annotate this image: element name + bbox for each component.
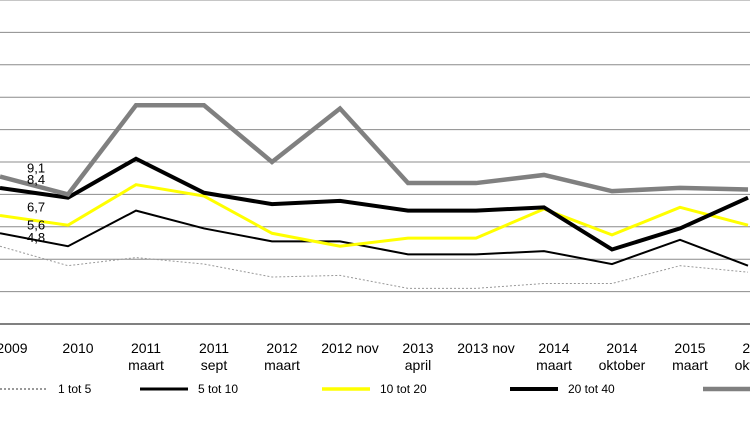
x-tick-label: oktober [735,357,750,373]
x-tick-label: 2013 [402,340,433,356]
data-label-3: 5,6 [27,217,45,232]
series-lines [0,103,749,289]
x-tick-label: oktober [599,357,646,373]
x-tick-label: 2015 [674,340,705,356]
x-tick-label: maart [536,357,572,373]
x-tick-label: april [405,357,431,373]
data-label-0: 9,1 [27,161,45,176]
x-tick-label: 2011 [199,340,229,356]
legend: 1 tot 5 5 tot 10 10 tot 20 20 tot 40 [0,382,750,396]
x-tick-label: maart [128,357,164,373]
legend-label-2: 10 tot 20 [380,382,427,396]
x-tick-label: 2014 [538,340,569,356]
series-line-3 [0,156,749,252]
legend-label-3: 20 tot 40 [568,382,615,396]
data-labels: 9,18,4 6,7 5,64,8 [27,161,45,246]
series-line-1 [0,209,749,267]
x-tick-label: 2011 [131,340,161,356]
x-tick-label: 2012 nov [321,340,379,356]
series-line-2 [0,183,749,248]
series-line-0 [0,245,749,289]
legend-label-1: 5 tot 10 [198,382,238,396]
x-tick-label: maart [264,357,300,373]
legend-label-0: 1 tot 5 [58,382,92,396]
data-label-2: 6,7 [27,199,45,214]
series-line-4 [0,103,749,197]
x-tick-label: 2015 [742,340,750,356]
data-label-1: 8,4 [27,172,45,187]
data-label-4: 4,8 [27,230,45,245]
x-tick-label: maart [672,357,708,373]
x-tick-label: 2010 [62,340,93,356]
x-tick-label: 2012 [266,340,297,356]
x-tick-label: 2013 nov [457,340,515,356]
x-tick-label: 2009 [0,340,28,356]
x-tick-label: 2014 [606,340,637,356]
x-tick-label: sept [201,357,228,373]
